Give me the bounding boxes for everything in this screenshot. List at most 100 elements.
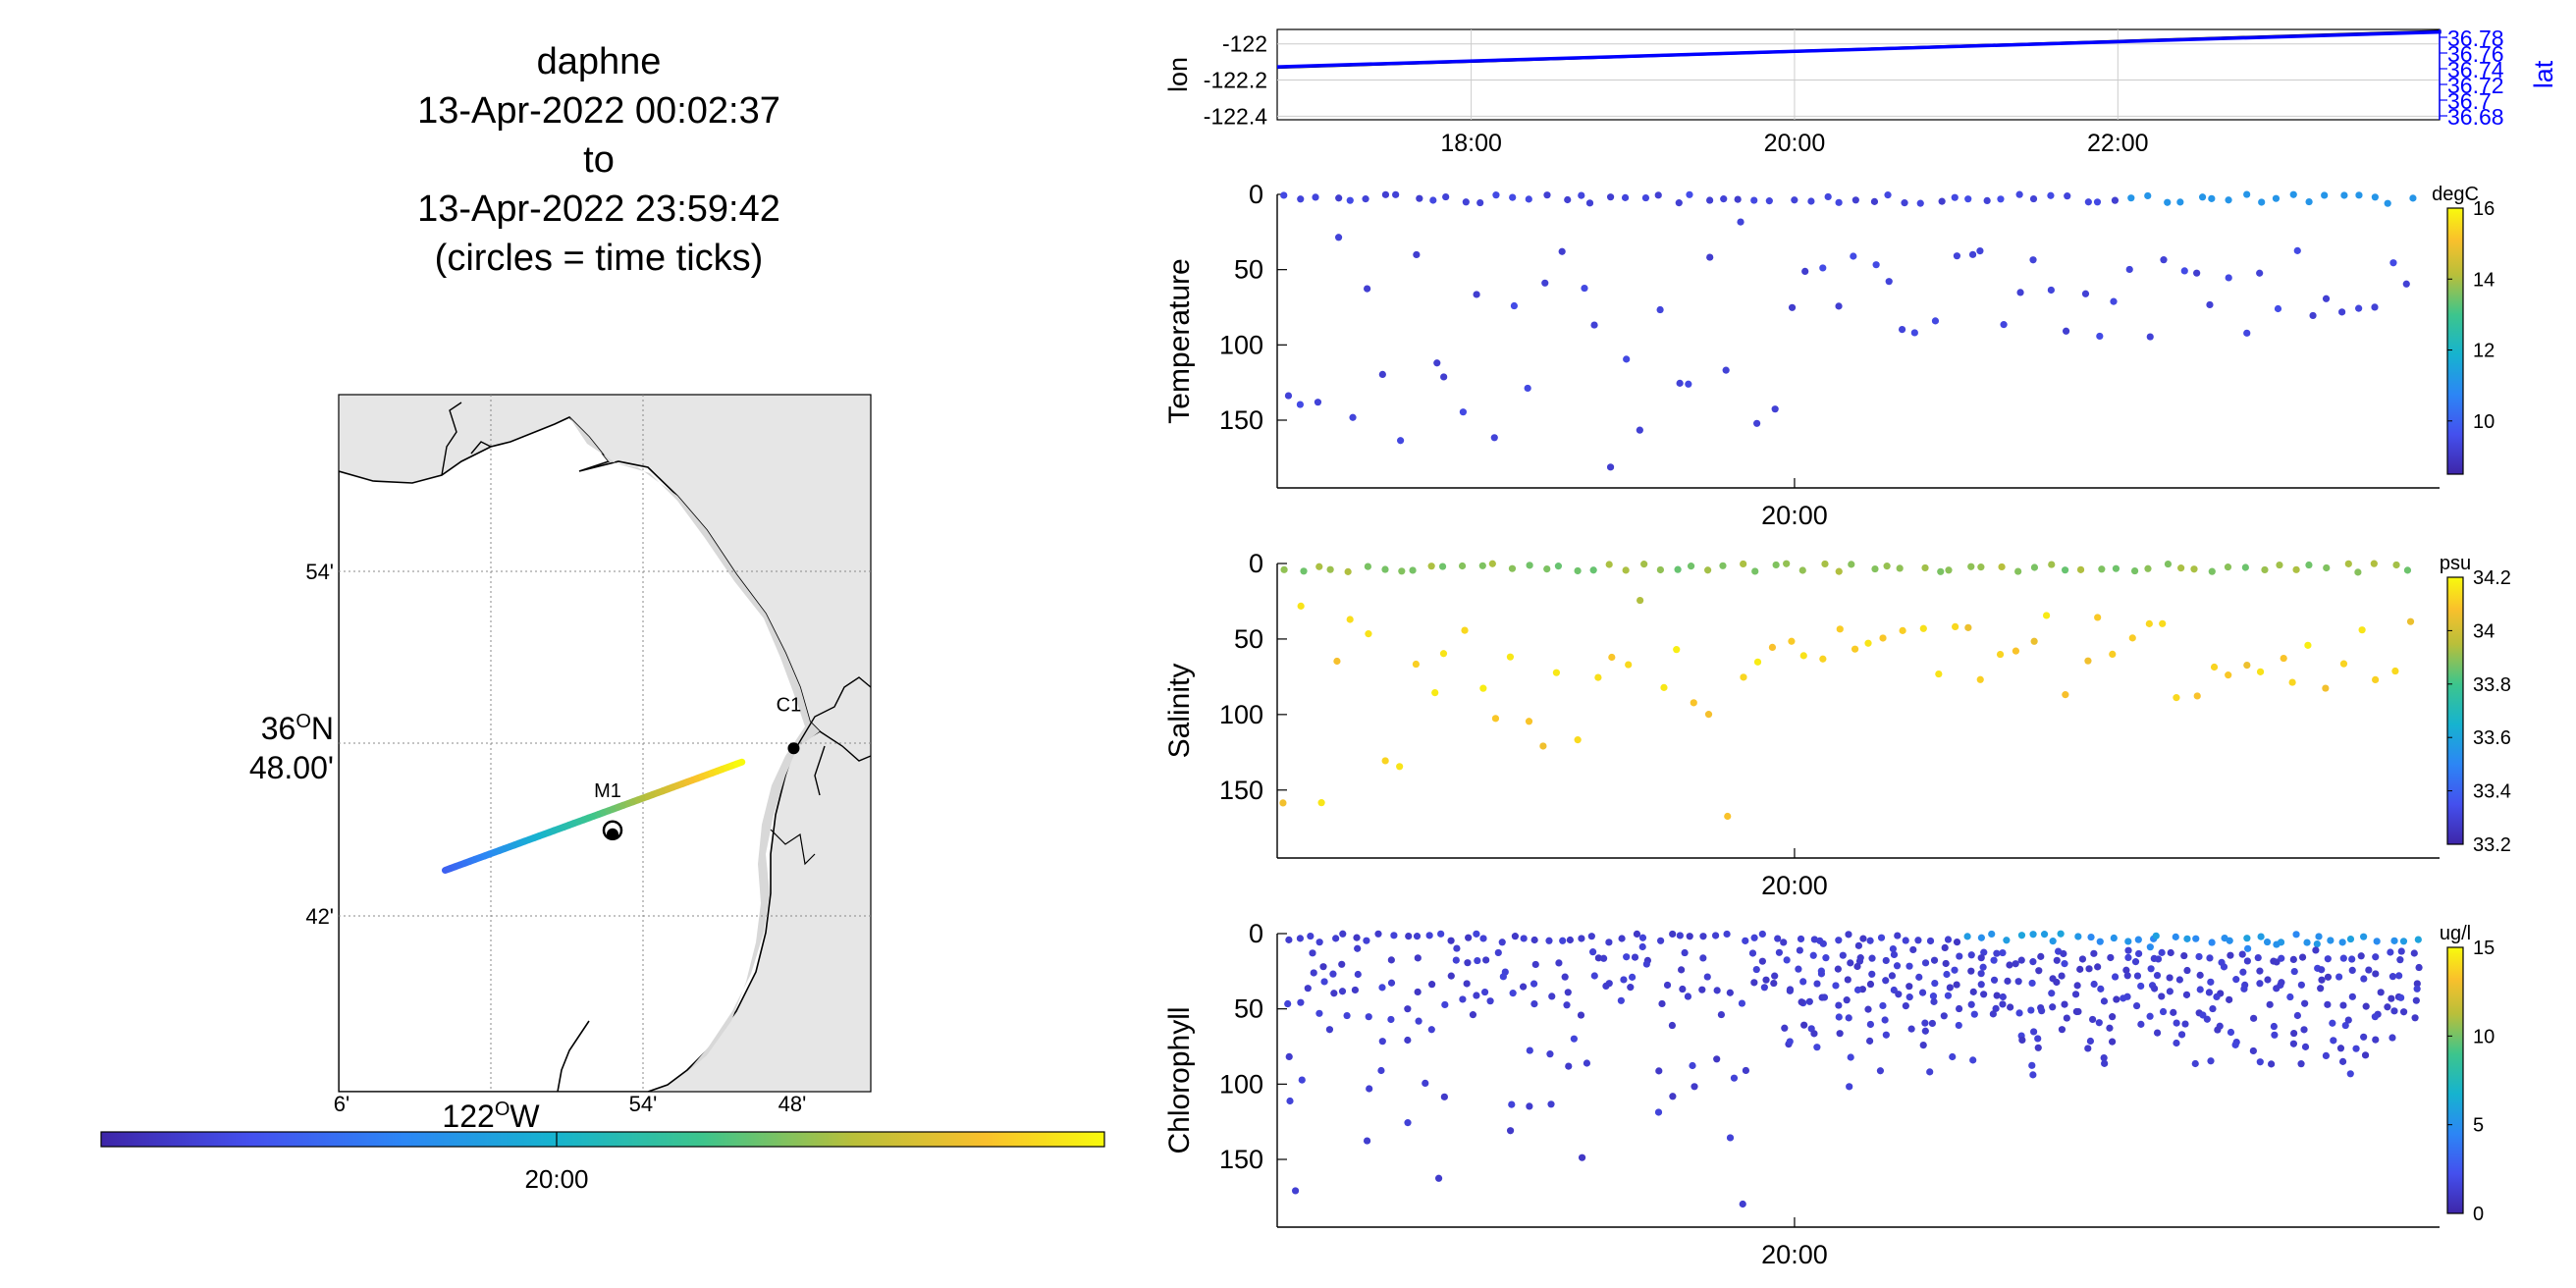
sample-point	[1953, 252, 1961, 260]
sample-point	[2090, 949, 2098, 957]
lat-tick-label: 36.7	[2447, 88, 2492, 114]
sample-point	[1590, 321, 1598, 329]
sample-point	[2203, 1015, 2211, 1023]
sample-point	[1366, 1085, 1373, 1093]
sample-point	[1771, 405, 1779, 413]
sample-point	[2292, 931, 2300, 939]
sample-point	[1574, 566, 1582, 575]
lon-center-deg: 122	[442, 1099, 494, 1134]
sample-point	[1627, 984, 1635, 992]
sample-point	[2360, 975, 2368, 983]
sample-point	[1675, 199, 1683, 207]
sample-point	[2047, 191, 2055, 199]
sample-point	[1824, 192, 1832, 201]
sample-point	[2166, 974, 2174, 982]
sample-point	[1976, 247, 1984, 255]
sample-point	[2344, 560, 2352, 567]
sample-point	[2096, 332, 2104, 341]
sample-point	[1404, 1119, 1412, 1127]
sample-point	[1413, 933, 1422, 940]
sample-point	[1899, 626, 1906, 634]
sample-point	[1280, 565, 1288, 573]
lat-tick-label: 36.72	[2447, 73, 2504, 98]
sample-point	[1905, 962, 1913, 970]
sample-point	[1854, 941, 1863, 949]
sample-point	[1751, 567, 1759, 575]
colorbar-tick-label: 33.8	[2473, 674, 2511, 696]
sample-point	[1730, 1074, 1739, 1082]
sample-point	[1631, 953, 1639, 961]
sample-point	[1734, 195, 1742, 203]
sample-point	[1770, 979, 1778, 988]
sample-point	[2289, 955, 2297, 964]
sample-point	[2264, 976, 2272, 984]
sample-point	[1938, 197, 1946, 205]
sample-point	[1364, 563, 1372, 570]
sample-point	[2030, 637, 2038, 645]
sample-point	[2258, 198, 2266, 206]
sample-point	[1339, 930, 1347, 938]
sample-point	[1545, 937, 1553, 944]
sample-point	[1663, 981, 1672, 990]
sample-point	[1750, 196, 1758, 204]
sample-point	[1872, 261, 1880, 269]
sample-point	[1354, 944, 1362, 952]
sample-point	[2391, 667, 2399, 675]
sample-point	[1511, 933, 1520, 940]
sample-point	[1896, 564, 1904, 572]
sample-point	[1642, 960, 1650, 968]
sample-point	[1606, 193, 1615, 201]
sample-point	[1865, 1037, 1874, 1045]
sample-point	[2053, 978, 2061, 987]
sample-point	[1850, 252, 1857, 260]
sample-point	[2182, 991, 2191, 998]
sample-point	[1577, 1011, 1585, 1019]
sample-point	[2183, 966, 2191, 975]
sample-point	[2110, 934, 2118, 942]
sample-point	[1902, 1001, 1909, 1010]
sample-point	[1413, 250, 1421, 259]
sample-point	[1836, 1030, 1844, 1038]
sample-point	[2339, 660, 2348, 668]
sample-point	[2324, 955, 2332, 963]
sample-point	[1724, 812, 1732, 821]
sample-point	[1704, 566, 1712, 574]
sample-point	[1951, 193, 1959, 201]
sample-point	[2177, 564, 2185, 572]
sample-point	[1378, 984, 1386, 992]
sample-point	[1461, 626, 1469, 634]
sample-point	[2131, 958, 2140, 966]
sample-point	[1405, 933, 1413, 940]
sample-point	[1441, 1000, 1449, 1009]
sample-point	[1676, 379, 1684, 387]
sample-point	[1988, 930, 1996, 939]
sample-point	[1805, 997, 1813, 1005]
sample-point	[1284, 392, 1293, 400]
sample-point	[2305, 197, 2313, 206]
sample-point	[1363, 937, 1370, 944]
sample-point	[2172, 933, 2179, 940]
river-1	[441, 402, 462, 476]
sample-point	[1285, 1052, 1293, 1060]
sample-point	[2030, 1028, 2038, 1036]
sample-point	[2301, 1043, 2310, 1050]
sample-point	[1623, 355, 1631, 363]
sample-point	[1656, 565, 1664, 574]
lon-center-sup: O	[495, 1099, 510, 1120]
sample-point	[1847, 1053, 1854, 1061]
sample-point	[2049, 938, 2057, 945]
sample-point	[1438, 563, 1447, 570]
sample-point	[2029, 1071, 2037, 1079]
sample-point	[1319, 963, 1327, 971]
sample-point	[2208, 194, 2216, 202]
colorbar-units-label: degC	[2432, 184, 2479, 205]
sample-point	[2399, 938, 2408, 945]
sample-point	[1996, 650, 2005, 659]
sample-point	[2195, 952, 2203, 961]
sample-point	[2243, 329, 2251, 337]
sample-point	[2098, 565, 2106, 573]
sample-point	[2146, 943, 2154, 951]
sample-point	[2207, 1057, 2215, 1065]
